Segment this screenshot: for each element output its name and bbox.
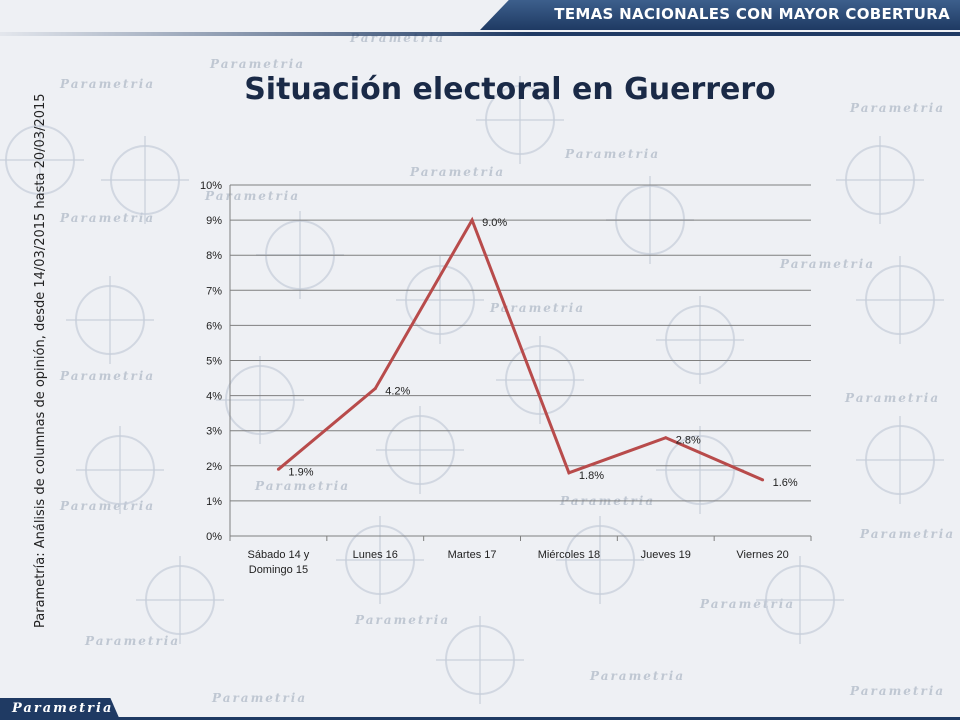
footer-logo: Parametria (0, 698, 120, 720)
data-point (373, 387, 377, 391)
y-tick-label: 5% (206, 356, 222, 368)
header-divider (0, 32, 960, 36)
x-tick-label: Viernes 20 (736, 549, 788, 561)
x-tick-label: Martes 17 (448, 549, 497, 561)
watermark-text: Parametria (844, 391, 940, 405)
watermark-text: Parametria (409, 165, 505, 179)
watermark-text: Parametria (254, 479, 350, 493)
y-tick-label: 2% (206, 461, 222, 473)
watermark-text: Parametria (779, 257, 875, 271)
data-label: 1.6% (773, 477, 798, 489)
watermark-text: Parametria (59, 369, 155, 383)
y-tick-label: 7% (206, 285, 222, 297)
header-banner-text: TEMAS NACIONALES CON MAYOR COBERTURA (554, 5, 950, 23)
y-tick-label: 10% (200, 180, 222, 192)
page-title: Situación electoral en Guerrero (244, 72, 776, 107)
watermark-text: Parametria (211, 691, 307, 705)
watermark-text: Parametria (859, 527, 955, 541)
watermark-text: Parametria (84, 634, 180, 648)
data-label: 1.9% (288, 466, 313, 478)
data-point (567, 471, 571, 475)
watermark-text: Parametria (849, 101, 945, 115)
watermark-text: Parametria (354, 613, 450, 627)
watermark-text: Parametria (849, 684, 945, 698)
data-label: 1.8% (579, 470, 604, 482)
x-tick-label: Jueves 19 (641, 549, 691, 561)
y-tick-label: 3% (206, 426, 222, 438)
data-label: 2.8% (676, 435, 701, 447)
watermark-text: Parametria (489, 301, 585, 315)
x-tick-label: Lunes 16 (353, 549, 398, 561)
x-tick-label: Sábado 14 y Domingo 15 (248, 549, 310, 576)
y-tick-label: 8% (206, 250, 222, 262)
y-tick-label: 4% (206, 391, 222, 403)
y-tick-label: 1% (206, 496, 222, 508)
watermark-text: Parametria (59, 211, 155, 225)
watermark-text: Parametria (589, 669, 685, 683)
footer-logo-text: Parametria (12, 701, 114, 716)
footer-divider (0, 717, 960, 720)
series-line (277, 216, 764, 482)
data-point (761, 478, 765, 482)
data-label: 4.2% (385, 386, 410, 398)
x-tick-label: Miércoles 18 (538, 549, 600, 561)
watermark-text: Parametria (204, 189, 300, 203)
header-banner: TEMAS NACIONALES CON MAYOR COBERTURA (480, 0, 960, 30)
data-point (664, 436, 668, 440)
y-tick-label: 6% (206, 320, 222, 332)
watermark-text: Parametria (59, 77, 155, 91)
y-tick-label: 9% (206, 215, 222, 227)
y-tick-label: 0% (206, 531, 222, 543)
watermark-text: Parametria (564, 147, 660, 161)
watermark-text: Parametria (209, 57, 305, 71)
data-point (276, 467, 280, 471)
data-label: 9.0% (482, 217, 507, 229)
data-point (470, 218, 474, 222)
